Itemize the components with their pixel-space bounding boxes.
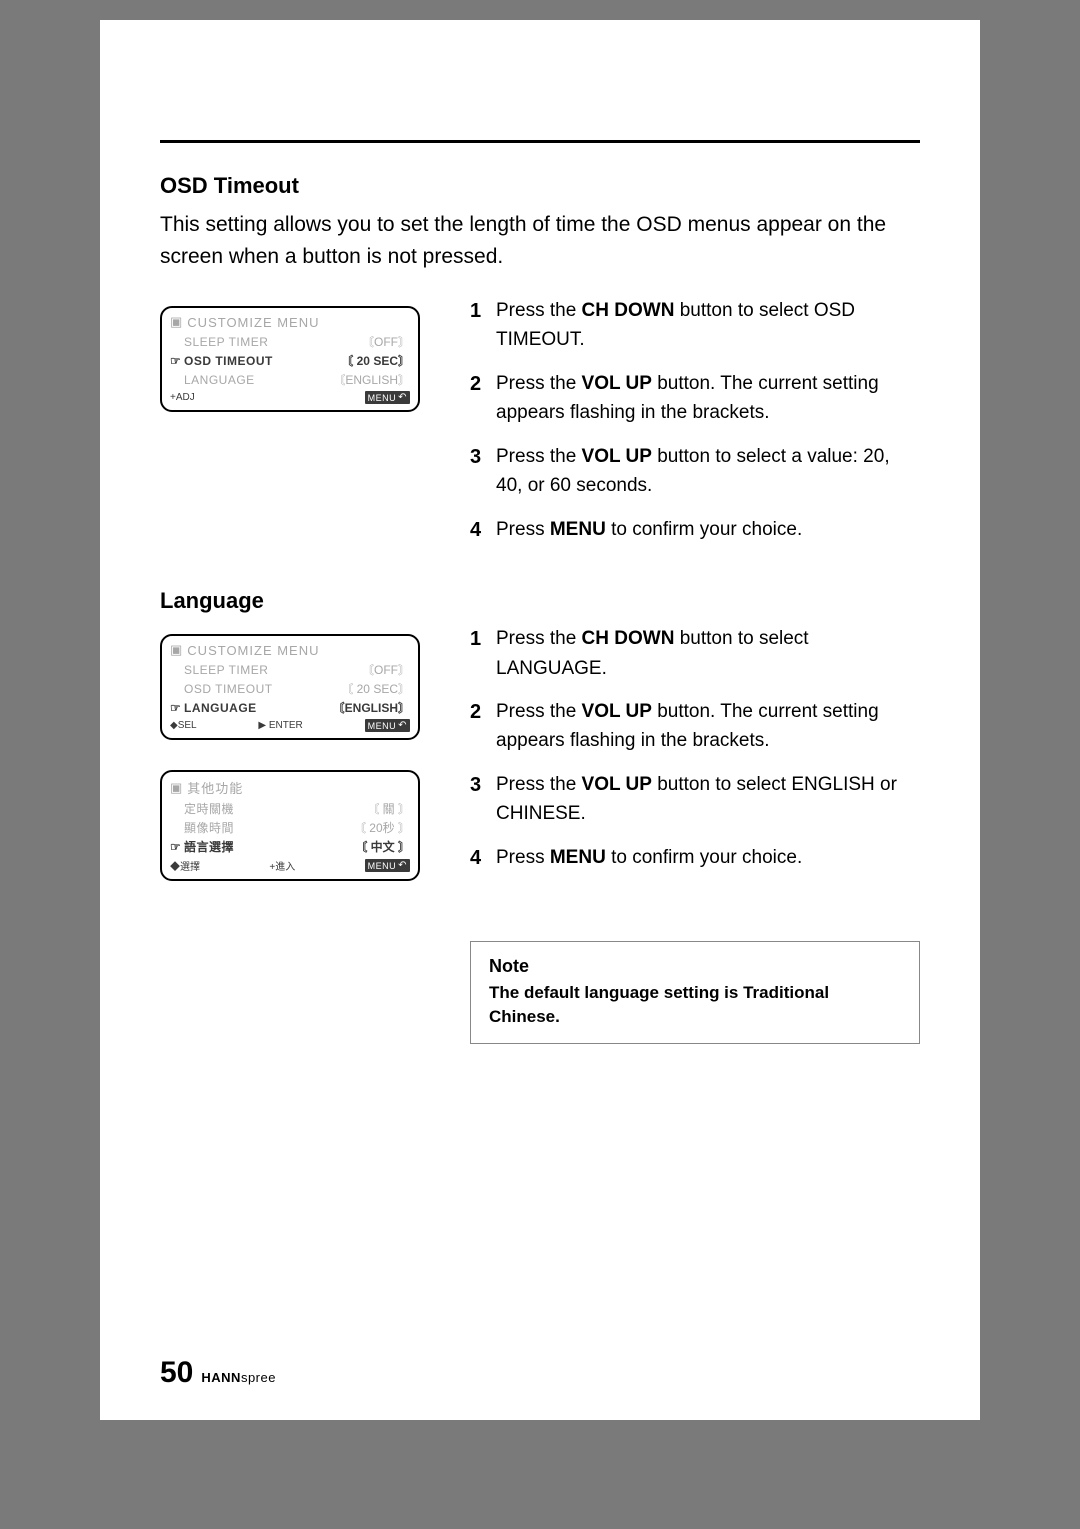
osd-timeout-panel-col: ▣ CUSTOMIZE MENU SLEEP TIMER〘OFF〙☞OSD TI… — [160, 296, 440, 442]
brand-bold: HANN — [201, 1370, 241, 1385]
menu-badge: MENU — [365, 859, 410, 872]
osd-timeout-title: OSD Timeout — [160, 173, 920, 199]
osd-row: SLEEP TIMER〘OFF〙 — [170, 332, 410, 351]
language-steps: Press the CH DOWN button to select LANGU… — [470, 624, 920, 872]
step-item: Press MENU to confirm your choice. — [470, 515, 920, 544]
step-item: Press the CH DOWN button to select OSD T… — [470, 296, 920, 355]
osd-panel-title-row-zh: ▣ 其他功能 — [170, 778, 410, 797]
osd-panel-title-en: CUSTOMIZE MENU — [187, 643, 319, 658]
top-rule — [160, 140, 920, 143]
osd-panel-title: CUSTOMIZE MENU — [187, 315, 319, 330]
osd-rows-timeout: SLEEP TIMER〘OFF〙☞OSD TIMEOUT〘 20 SEC〙LAN… — [170, 332, 410, 389]
footer-mid-zh: +進入 — [269, 858, 295, 873]
step-item: Press the VOL UP button. The current set… — [470, 369, 920, 428]
osd-rows-language-en: SLEEP TIMER〘OFF〙OSD TIMEOUT〘 20 SEC〙☞LAN… — [170, 660, 410, 717]
osd-footer-timeout: +ADJ MENU — [170, 391, 410, 404]
osd-panel-language-zh: ▣ 其他功能 定時關機〘 關 〙顯像時間〘 20秒 〙☞語言選擇〘 中文 〙 ◆… — [160, 770, 420, 881]
tv-icon: ▣ — [170, 642, 183, 658]
osd-row: ☞語言選擇〘 中文 〙 — [170, 837, 410, 856]
osd-row: OSD TIMEOUT〘 20 SEC〙 — [170, 679, 410, 698]
osd-panel-language-en: ▣ CUSTOMIZE MENU SLEEP TIMER〘OFF〙OSD TIM… — [160, 634, 420, 740]
osd-panel-timeout: ▣ CUSTOMIZE MENU SLEEP TIMER〘OFF〙☞OSD TI… — [160, 306, 420, 412]
osd-row: ☞LANGUAGE〘ENGLISH〙 — [170, 698, 410, 717]
osd-footer-language-en: ◆SEL ▶ ENTER MENU — [170, 719, 410, 732]
menu-badge: MENU — [365, 719, 410, 732]
osd-row: 定時關機〘 關 〙 — [170, 799, 410, 818]
step-item: Press the VOL UP button to select ENGLIS… — [470, 770, 920, 829]
osd-row: 顯像時間〘 20秒 〙 — [170, 818, 410, 837]
footer-left: +ADJ — [170, 392, 195, 403]
osd-timeout-steps-col: Press the CH DOWN button to select OSD T… — [440, 296, 920, 558]
osd-timeout-row: ▣ CUSTOMIZE MENU SLEEP TIMER〘OFF〙☞OSD TI… — [160, 296, 920, 558]
tv-icon: ▣ — [170, 780, 183, 796]
page-footer: 50 HANNspree — [160, 1356, 276, 1390]
note-text: The default language setting is Traditio… — [489, 981, 901, 1029]
note-box: Note The default language setting is Tra… — [470, 941, 920, 1044]
osd-row: SLEEP TIMER〘OFF〙 — [170, 660, 410, 679]
osd-panel-title-zh: 其他功能 — [187, 778, 243, 797]
step-item: Press the VOL UP button. The current set… — [470, 697, 920, 756]
osd-timeout-intro: This setting allows you to set the lengt… — [160, 209, 920, 272]
osd-footer-language-zh: ◆選擇 +進入 MENU — [170, 858, 410, 873]
step-item: Press the CH DOWN button to select LANGU… — [470, 624, 920, 683]
osd-panel-title-row: ▣ CUSTOMIZE MENU — [170, 314, 410, 330]
step-item: Press the VOL UP button to select a valu… — [470, 442, 920, 501]
language-title: Language — [160, 588, 920, 614]
note-title: Note — [489, 956, 901, 977]
language-row: ▣ CUSTOMIZE MENU SLEEP TIMER〘OFF〙OSD TIM… — [160, 624, 920, 911]
menu-badge: MENU — [365, 391, 410, 404]
page: OSD Timeout This setting allows you to s… — [100, 20, 980, 1420]
osd-panel-title-row-en: ▣ CUSTOMIZE MENU — [170, 642, 410, 658]
page-number: 50 — [160, 1356, 193, 1390]
osd-rows-language-zh: 定時關機〘 關 〙顯像時間〘 20秒 〙☞語言選擇〘 中文 〙 — [170, 799, 410, 856]
osd-row: ☞OSD TIMEOUT〘 20 SEC〙 — [170, 351, 410, 370]
osd-timeout-steps: Press the CH DOWN button to select OSD T… — [470, 296, 920, 544]
tv-icon: ▣ — [170, 314, 183, 330]
step-item: Press MENU to confirm your choice. — [470, 843, 920, 872]
osd-row: LANGUAGE〘ENGLISH〙 — [170, 370, 410, 389]
footer-left-en: ◆SEL — [170, 720, 197, 731]
brand-light: spree — [241, 1370, 276, 1385]
footer-left-zh: ◆選擇 — [170, 858, 200, 873]
language-panel-col: ▣ CUSTOMIZE MENU SLEEP TIMER〘OFF〙OSD TIM… — [160, 624, 440, 911]
footer-mid-en: ▶ ENTER — [258, 720, 302, 731]
language-steps-col: Press the CH DOWN button to select LANGU… — [440, 624, 920, 886]
